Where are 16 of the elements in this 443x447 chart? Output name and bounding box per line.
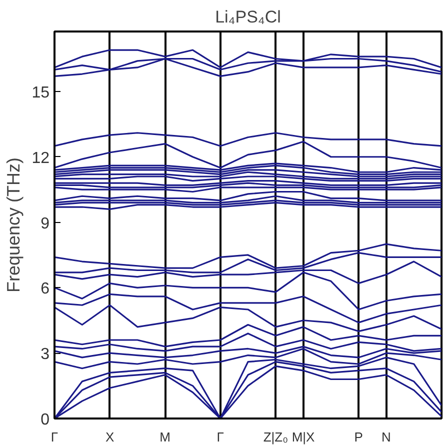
y-tick-label: 12 bbox=[32, 150, 50, 167]
y-tick-label: 9 bbox=[40, 215, 50, 232]
x-tick-label: Γ bbox=[50, 430, 58, 444]
x-tick-label: N bbox=[382, 430, 391, 444]
x-tick-label: Γ bbox=[216, 430, 224, 444]
y-tick-label: 3 bbox=[40, 346, 50, 364]
chart-title: Li₄PS₄Cl bbox=[215, 8, 281, 26]
x-tick-label: M|X bbox=[292, 430, 316, 444]
x-tick-label: P bbox=[354, 430, 363, 444]
y-tick-label: 15 bbox=[32, 84, 50, 102]
x-tick-label: M bbox=[160, 430, 170, 444]
y-tick-label: 0 bbox=[40, 412, 50, 428]
y-tick-label: 6 bbox=[40, 280, 50, 298]
x-tick-label: X bbox=[105, 430, 114, 444]
y-axis-title: Frequency (THz) bbox=[4, 157, 24, 293]
x-tick-label: Z|Z₀ bbox=[263, 430, 288, 444]
